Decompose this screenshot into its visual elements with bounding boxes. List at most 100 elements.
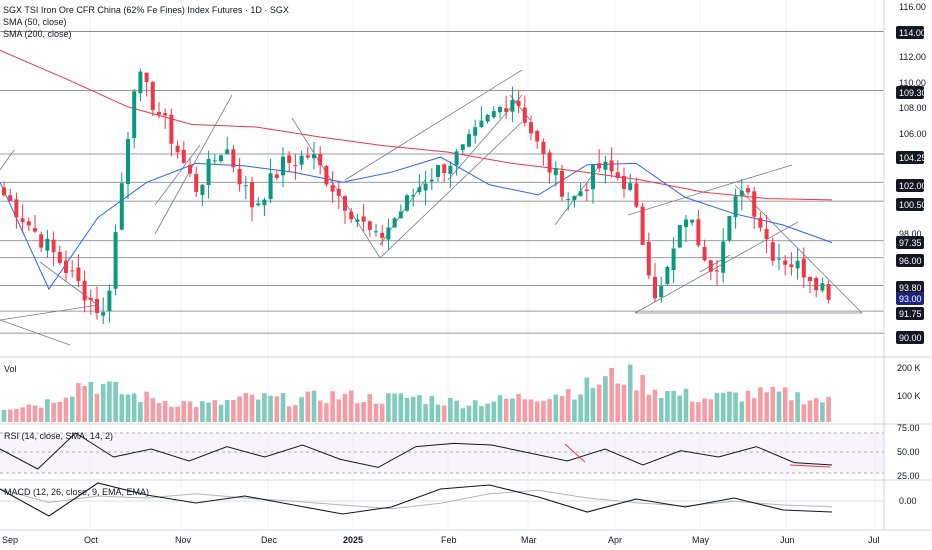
candle-body bbox=[336, 188, 341, 196]
rsi-tick-75: 75.00 bbox=[897, 423, 920, 433]
macd-line bbox=[0, 482, 833, 517]
macd-title: MACD (12, 26, close, 9, EMA, EMA) bbox=[4, 487, 149, 497]
volume-bar bbox=[516, 394, 521, 422]
volume-bar bbox=[218, 404, 224, 422]
volume-bar bbox=[293, 405, 298, 422]
time-axis[interactable]: Sep Oct Nov Dec 2025 Feb Mar Apr May Jun… bbox=[2, 535, 880, 545]
volume-bar bbox=[789, 400, 794, 422]
volume-bar bbox=[169, 406, 174, 422]
volume-bar bbox=[237, 396, 242, 422]
sma-200-line bbox=[0, 49, 833, 201]
volume-bar bbox=[807, 400, 813, 422]
candle-body bbox=[76, 267, 81, 281]
volume-bar bbox=[472, 400, 478, 422]
level-label-109-30: 109.30 bbox=[899, 88, 927, 98]
candle-body bbox=[95, 299, 99, 314]
candle-body bbox=[293, 165, 298, 167]
volume-bar bbox=[367, 393, 373, 422]
volume-bar bbox=[720, 392, 726, 422]
price-tick-98: 98.00 bbox=[899, 229, 922, 239]
candle-body bbox=[405, 195, 409, 211]
candle-body bbox=[26, 221, 31, 226]
candle-body bbox=[553, 168, 558, 176]
candle-body bbox=[324, 166, 329, 185]
level-label-boxes: 114.00 109.30 104.25 102.00 100.50 97.35… bbox=[896, 26, 927, 344]
volume-bar bbox=[621, 384, 627, 422]
candle-body bbox=[367, 221, 372, 230]
candle-body bbox=[758, 217, 763, 228]
volume-bar bbox=[280, 393, 286, 422]
rsi-line bbox=[0, 432, 833, 470]
candle-body bbox=[429, 179, 434, 182]
candle-body bbox=[101, 312, 106, 316]
volume-bar bbox=[429, 396, 435, 422]
candle-body bbox=[566, 198, 571, 200]
candle-body bbox=[522, 107, 527, 123]
volume-bar bbox=[1, 409, 7, 422]
candle-body bbox=[628, 183, 633, 190]
volume-bar bbox=[386, 393, 391, 422]
candle-body bbox=[181, 149, 186, 163]
volume-bar bbox=[131, 393, 137, 422]
level-label-96: 96.00 bbox=[899, 256, 922, 266]
volume-bar bbox=[342, 393, 348, 422]
volume-bar bbox=[150, 398, 156, 422]
candle-body bbox=[696, 219, 701, 246]
time-tick-dec: Dec bbox=[261, 535, 278, 545]
candle-body bbox=[2, 187, 6, 196]
volume-bar bbox=[435, 404, 441, 422]
level-label-104-25: 104.25 bbox=[899, 153, 927, 163]
trendlines bbox=[0, 69, 863, 346]
candle-body bbox=[727, 216, 732, 241]
volume-bar bbox=[497, 395, 503, 422]
candle-body bbox=[51, 239, 56, 253]
vertical-grid bbox=[89, 0, 876, 530]
volume-bar bbox=[14, 408, 19, 422]
volume-bars bbox=[1, 364, 831, 422]
candle-body bbox=[783, 260, 788, 265]
candle-body bbox=[640, 206, 645, 245]
rsi-tick-25: 25.00 bbox=[897, 471, 920, 481]
volume-bar bbox=[547, 399, 552, 422]
candle-body bbox=[547, 152, 552, 173]
candle-body bbox=[795, 260, 800, 269]
volume-bar bbox=[51, 402, 56, 422]
candle-body bbox=[57, 251, 62, 264]
volume-bar bbox=[317, 400, 323, 422]
candle-body bbox=[715, 270, 719, 272]
level-label-114: 114.00 bbox=[899, 28, 926, 38]
candle-body bbox=[281, 156, 285, 176]
time-tick-nov: Nov bbox=[175, 535, 192, 545]
volume-bar bbox=[398, 393, 404, 422]
candle-body bbox=[219, 155, 223, 162]
volume-bar bbox=[640, 374, 645, 422]
volume-bar bbox=[243, 393, 249, 422]
time-tick-apr: Apr bbox=[608, 535, 622, 545]
candle-body bbox=[386, 227, 391, 240]
sma-200-legend: SMA (200, close) bbox=[3, 29, 72, 39]
volume-bar bbox=[528, 399, 534, 422]
candle-body bbox=[826, 284, 831, 300]
volume-tick-100k: 100 K bbox=[897, 391, 921, 401]
price-levels bbox=[0, 31, 884, 334]
price-tick-112: 112.00 bbox=[899, 52, 926, 62]
price-axis[interactable]: 116.00 112.00 110.00 108.00 106.00 98.00 bbox=[899, 2, 927, 239]
level-label-93-80: 93.80 bbox=[899, 283, 922, 293]
volume-bar bbox=[714, 392, 720, 422]
volume-bar bbox=[596, 384, 602, 422]
candle-body bbox=[535, 131, 540, 142]
candle-body bbox=[516, 100, 521, 107]
volume-bar bbox=[603, 376, 608, 422]
candle-body bbox=[374, 231, 378, 233]
price-tick-110: 110.00 bbox=[899, 78, 926, 88]
candle-body bbox=[609, 160, 614, 172]
volume-bar bbox=[590, 387, 596, 422]
volume-bar bbox=[826, 396, 831, 422]
candle-body bbox=[777, 258, 781, 260]
candle-body bbox=[677, 225, 682, 248]
candle-body bbox=[690, 219, 695, 223]
candle-body bbox=[423, 183, 428, 191]
volume-bar bbox=[32, 405, 38, 422]
volume-bar bbox=[63, 397, 69, 422]
